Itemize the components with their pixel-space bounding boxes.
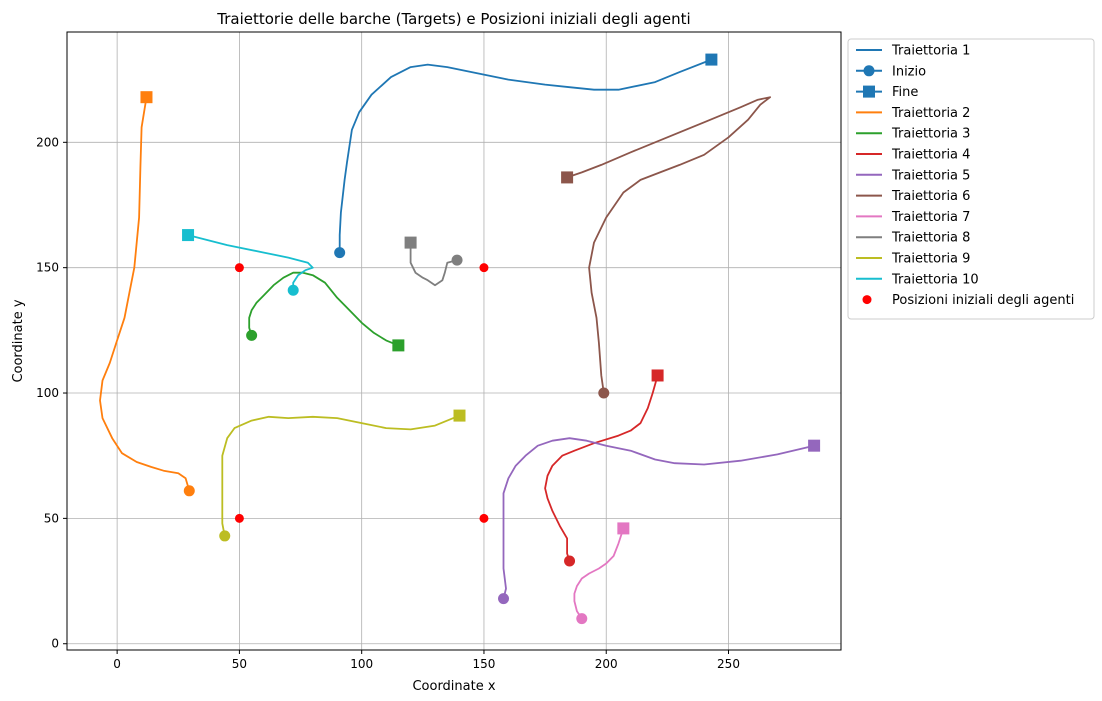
trajectory-line-7 xyxy=(573,527,625,620)
legend-label: Traiettoria 2 xyxy=(891,106,970,121)
grid-lines xyxy=(67,32,841,650)
trajectory-line-1 xyxy=(338,58,713,254)
trajectory-start-marker-5 xyxy=(498,593,510,605)
legend-label: Traiettoria 10 xyxy=(891,272,979,287)
trajectory-start-marker-8 xyxy=(451,254,463,266)
y-axis-label: Coordinate y xyxy=(11,299,26,382)
legend: Traiettoria 1 Inizio Fine Traiettoria 2 Trai… xyxy=(847,38,1095,320)
agent-position-point xyxy=(479,513,489,523)
x-axis-label: Coordinate x xyxy=(412,679,495,694)
legend-square-marker xyxy=(863,85,875,98)
trajectory-start-marker-2 xyxy=(183,485,195,497)
legend-entry: Traiettoria 8 xyxy=(856,231,970,246)
legend-label: Posizioni iniziali degli agenti xyxy=(892,293,1074,308)
legend-label: Traiettoria 8 xyxy=(891,231,970,246)
marker-layer xyxy=(140,53,821,625)
trajectory-end-marker-9 xyxy=(453,409,466,422)
x-tick-label: 150 xyxy=(473,657,496,671)
trajectory-start-marker-7 xyxy=(576,613,588,625)
y-tick-label: 50 xyxy=(44,511,59,525)
trajectory-start-marker-1 xyxy=(334,247,346,259)
legend-label: Traiettoria 7 xyxy=(891,210,970,225)
y-tick-label: 150 xyxy=(36,261,59,275)
legend-entry: Traiettoria 3 xyxy=(856,127,970,142)
legend-box xyxy=(847,38,1095,320)
x-tick-label: 100 xyxy=(350,657,373,671)
y-tick-label: 200 xyxy=(36,135,59,149)
trajectory-end-marker-10 xyxy=(182,229,195,242)
chart-title: Traiettorie delle barche (Targets) e Pos… xyxy=(216,10,690,28)
trajectory-end-marker-3 xyxy=(392,339,405,352)
legend-label: Traiettoria 5 xyxy=(891,168,970,183)
legend-entry: Traiettoria 2 xyxy=(856,106,970,121)
legend-circle-marker xyxy=(863,65,875,77)
trajectory-line-10 xyxy=(187,234,314,292)
trajectory-start-marker-10 xyxy=(287,284,299,296)
x-tick-label: 200 xyxy=(595,657,618,671)
legend-entry: Traiettoria 9 xyxy=(856,252,970,267)
legend-label: Inizio xyxy=(892,64,926,79)
series-layer xyxy=(99,58,815,620)
legend-entry: Traiettoria 5 xyxy=(856,168,970,183)
legend-entry: Traiettoria 4 xyxy=(856,148,970,163)
trajectory-start-marker-4 xyxy=(564,555,576,567)
trajectory-line-3 xyxy=(248,271,400,347)
legend-label: Traiettoria 1 xyxy=(891,44,970,59)
agent-position-point xyxy=(479,263,489,273)
trajectory-end-marker-8 xyxy=(404,236,417,249)
legend-entry: Traiettoria 10 xyxy=(856,272,979,287)
legend-entry: Traiettoria 6 xyxy=(856,189,970,204)
y-tick-label: 0 xyxy=(51,637,59,651)
trajectory-line-2 xyxy=(99,96,191,492)
x-tick-label: 250 xyxy=(717,657,740,671)
trajectory-end-marker-5 xyxy=(808,439,821,452)
trajectory-start-marker-3 xyxy=(246,329,258,341)
legend-label: Traiettoria 6 xyxy=(891,189,970,204)
x-tick-label: 50 xyxy=(232,657,247,671)
legend-label: Fine xyxy=(892,85,918,100)
trajectory-line-9 xyxy=(221,414,461,537)
trajectory-start-marker-6 xyxy=(598,387,610,399)
trajectory-end-marker-2 xyxy=(140,91,153,104)
axis-ticks: 0 50 100 150 200 250 0 50 100 150 200 xyxy=(36,135,740,671)
legend-label: Traiettoria 9 xyxy=(891,252,970,267)
legend-entry: Traiettoria 7 xyxy=(856,210,970,225)
legend-entry: Inizio xyxy=(856,64,926,79)
agent-position-point xyxy=(234,513,244,523)
legend-entry: Traiettoria 1 xyxy=(856,44,970,59)
legend-label: Traiettoria 4 xyxy=(891,148,970,163)
plot-frame xyxy=(66,31,842,651)
x-tick-label: 0 xyxy=(113,657,121,671)
trajectory-end-marker-1 xyxy=(705,53,718,66)
legend-entry: Posizioni iniziali degli agenti xyxy=(862,293,1074,308)
trajectory-end-marker-7 xyxy=(617,522,630,535)
trajectory-line-6 xyxy=(566,96,771,394)
trajectory-line-5 xyxy=(502,437,815,600)
trajectory-line-8 xyxy=(409,241,458,287)
agent-position-point xyxy=(234,263,244,273)
trajectory-start-marker-9 xyxy=(219,530,231,542)
y-tick-label: 100 xyxy=(36,386,59,400)
trajectory-end-marker-6 xyxy=(561,171,574,184)
legend-dot-marker xyxy=(862,295,872,305)
trajectory-line-4 xyxy=(544,374,659,562)
legend-entry: Fine xyxy=(856,85,918,100)
legend-label: Traiettoria 3 xyxy=(891,127,970,142)
trajectory-end-marker-4 xyxy=(651,369,664,382)
